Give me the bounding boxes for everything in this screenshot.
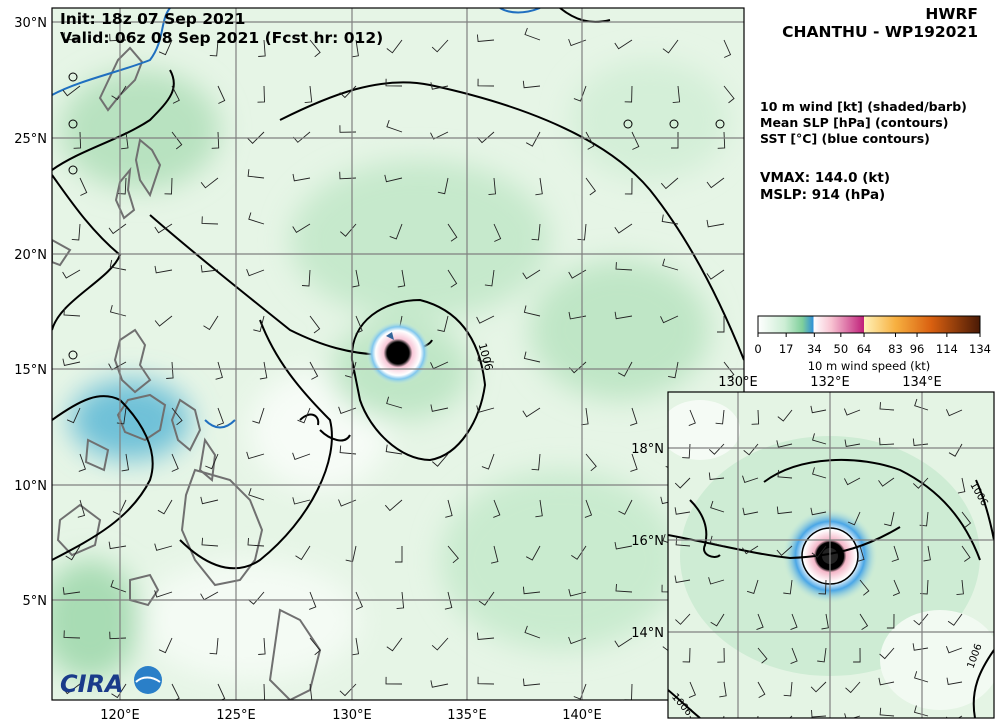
main-x-tick-label: 125°E (216, 708, 256, 722)
inset-map-frame (667, 391, 995, 719)
wind-barbs (62, 27, 735, 700)
inset-x-tick-label: 130°E (718, 375, 758, 390)
mslp-value: MSLP: 914 (hPa) (760, 187, 886, 203)
main-y-tick-label: 30°N (14, 16, 47, 31)
inset-y-tick-label: 18°N (631, 442, 664, 457)
main-x-tick-label: 120°E (100, 708, 140, 722)
land-outlines (52, 46, 322, 700)
colorbar-tick-label: 17 (779, 342, 794, 356)
sst-contours (52, 8, 541, 429)
main-map-frame (51, 7, 745, 701)
wind-shading (52, 60, 730, 680)
colorbar-label: 10 m wind speed (kt) (808, 359, 931, 373)
colorbar-tick-label: 0 (754, 342, 761, 356)
colorbar-tick-label: 34 (807, 342, 822, 356)
main-y-tick-label: 10°N (14, 479, 47, 494)
main-x-tick-label: 130°E (332, 708, 372, 722)
colorbar-tick-label: 64 (857, 342, 872, 356)
cira-logo: CIRA (60, 666, 162, 698)
colorbar: 0 17 34 50 64 83 96 114 134 10 m wind speed (kt) (754, 315, 991, 373)
main-y-tick-label: 25°N (14, 132, 47, 147)
colorbar-tick-label: 50 (834, 342, 849, 356)
inset-x-tick-labels: 130°E 132°E 134°E (718, 375, 942, 390)
inset-x-tick-label: 132°E (810, 375, 850, 390)
main-x-tick-labels: 120°E 125°E 130°E 135°E 140°E (100, 708, 602, 722)
main-y-tick-label: 5°N (23, 594, 48, 609)
init-time: Init: 18z 07 Sep 2021 (60, 10, 246, 28)
main-y-tick-labels: 30°N 25°N 20°N 15°N 10°N 5°N (14, 16, 47, 609)
colorbar-tick-labels: 0 17 34 50 64 83 96 114 134 (754, 333, 991, 356)
legend-wind: 10 m wind [kt] (shaded/barb) (760, 99, 967, 114)
model-name: HWRF (925, 5, 978, 23)
cira-logo-text: CIRA (60, 670, 124, 698)
inset-wind-barbs (674, 398, 972, 718)
vmax-value: VMAX: 144.0 (kt) (760, 170, 891, 186)
inset-y-tick-label: 16°N (631, 534, 664, 549)
main-x-tick-label: 140°E (562, 708, 602, 722)
main-map: 1006 120°E 125°E 130°E 135°E 140°E 30°N25°N2… (14, 7, 745, 722)
main-x-tick-label: 135°E (447, 708, 487, 722)
calm-markers (68, 72, 725, 360)
colorbar-tick-label: 134 (969, 342, 991, 356)
colorbar-bar (757, 315, 981, 334)
valid-time: Valid: 06z 08 Sep 2021 (Fcst hr: 012) (60, 29, 384, 47)
inset-y-tick-label: 14°N (631, 626, 664, 641)
storm-name: CHANTHU - WP192021 (782, 23, 978, 41)
lat-lon-grid (52, 8, 744, 700)
inset-lat-lon-grid (668, 392, 994, 718)
colorbar-tick-label: 83 (888, 342, 903, 356)
slp-contour-1006 (350, 298, 487, 462)
track-marker-icon (386, 332, 394, 340)
colorbar-tick-label: 96 (910, 342, 925, 356)
inset-y-tick-labels: 18°N 16°N 14°N (631, 442, 664, 641)
cira-globe-icon (134, 666, 162, 694)
colorbar-tick-label: 114 (936, 342, 958, 356)
main-y-tick-label: 20°N (14, 248, 47, 263)
legend-slp: Mean SLP [hPa] (contours) (760, 115, 949, 130)
legend-sst: SST [°C] (blue contours) (760, 131, 930, 146)
inset-map: 1006 1006 1006 130°E 132°E 134°E 18°N16°N1… (631, 375, 995, 719)
inset-x-tick-label: 134°E (902, 375, 942, 390)
main-y-tick-label: 15°N (14, 363, 47, 378)
